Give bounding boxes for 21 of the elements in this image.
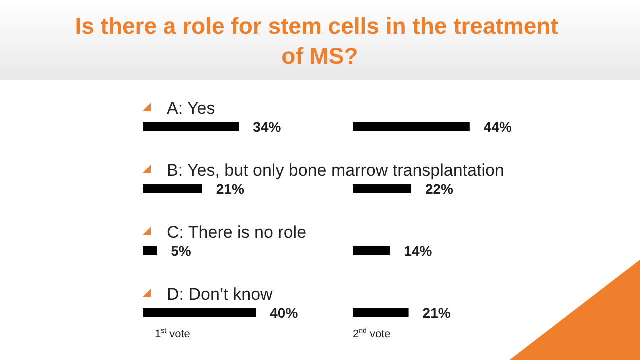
bar [143,122,240,132]
bar [143,246,158,256]
data-label: 40% [270,305,299,321]
data-label: 21% [422,305,452,321]
data-label: 14% [404,243,433,259]
data-label: 44% [484,119,512,135]
data-label: 22% [425,181,454,197]
y-tick-label: C: There is no role [167,223,307,242]
y-tick-label: A: Yes [167,99,216,118]
data-label: 21% [216,181,245,197]
text: Is there a role for stem cells in the treatment of MS? [75,13,565,69]
y-tick-label: D: Don’t know [167,285,274,304]
bar [353,122,470,132]
bar [353,246,390,256]
bar [353,308,409,318]
data-label: 5% [171,243,192,259]
bar [143,184,202,194]
y-tick-label: B: Yes, but only bone marrow transplantation [167,161,504,180]
bar [143,308,256,318]
data-label: 34% [253,119,282,135]
bar [353,184,412,194]
